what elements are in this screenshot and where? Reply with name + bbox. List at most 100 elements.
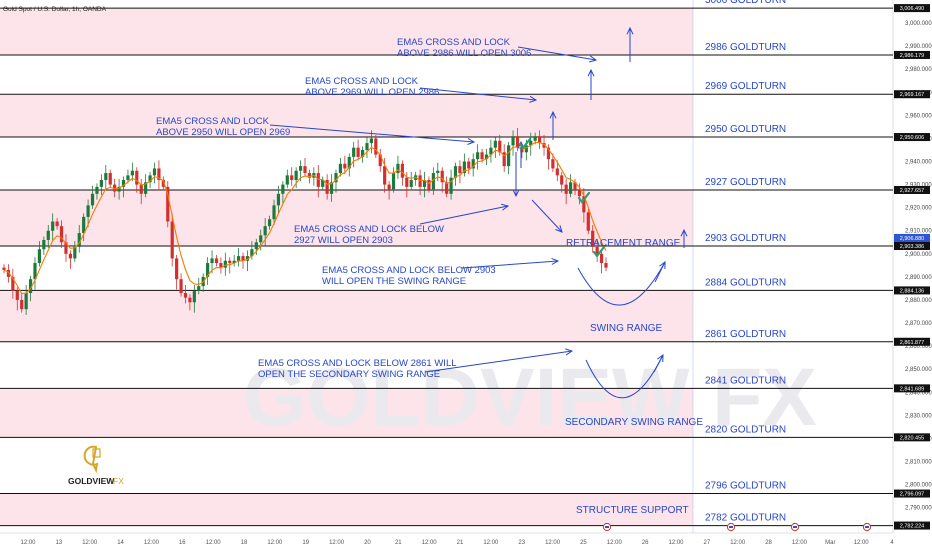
candle-body [254, 242, 258, 250]
price-tick: 2,800.000 [905, 483, 932, 489]
candle-body [219, 263, 223, 268]
level-label: 2884 GOLDTURN [705, 277, 786, 288]
candle-body [130, 170, 134, 176]
candle-body [396, 163, 400, 174]
projection-arrow-head [549, 110, 557, 119]
candle-body [294, 170, 298, 180]
annotation-arrow-head [565, 348, 574, 356]
level-label: 2841 GOLDTURN [705, 375, 786, 386]
logo-suffix: FX [113, 476, 124, 486]
candle-body [471, 159, 475, 169]
time-tick: 18 [241, 540, 248, 546]
candle-body [232, 260, 236, 264]
candle-body [533, 136, 537, 141]
candle-body [24, 293, 28, 310]
candle-body [440, 170, 444, 183]
candle-body [197, 286, 201, 291]
candle-body [365, 143, 369, 150]
price-tick: 2,880.000 [905, 298, 932, 304]
time-tick: 12:00 [206, 540, 222, 546]
candle-body [458, 166, 462, 174]
price-tick: 2,850.000 [905, 367, 932, 373]
price-tag-text: 2,969.167 [900, 92, 924, 98]
candle-body [179, 279, 183, 294]
time-tick: 12:00 [792, 540, 808, 546]
price-tick: 2,980.000 [905, 67, 932, 73]
candle-body [55, 221, 59, 227]
price-tag-text: 2,884.136 [900, 288, 924, 294]
price-tick: 2,960.000 [905, 113, 932, 119]
mini-arrow-head [512, 189, 520, 198]
candle-body [595, 246, 599, 254]
candle-body [290, 175, 294, 180]
time-tick: 12:00 [329, 540, 345, 546]
time-tick: 23 [518, 540, 525, 546]
price-tag-text: 2,950.606 [900, 135, 924, 141]
candle-body [591, 230, 595, 247]
candle-body [321, 179, 325, 187]
candle-body [192, 290, 196, 303]
annotation-line1: EMA5 CROSS AND LOCK BELOW 2861 WILL [258, 358, 457, 369]
mini-arrow [531, 199, 563, 233]
swing-range-curve [577, 261, 666, 306]
event-flag-icon-fill [729, 526, 733, 528]
candle-body [405, 177, 409, 187]
time-tick: 21 [395, 540, 402, 546]
candle-body [445, 182, 449, 194]
candle-body [524, 145, 528, 153]
price-tag-bg [894, 50, 930, 59]
candle-body [223, 260, 227, 268]
zone [0, 8, 693, 55]
candle-body [409, 179, 413, 187]
candle-body [334, 173, 338, 183]
price-tick: 2,810.000 [905, 459, 932, 465]
candle-body [148, 175, 152, 183]
annotation-line1: EMA5 CROSS AND LOCK [397, 37, 511, 48]
price-tag-text: 3,006.490 [900, 6, 924, 12]
candle-body [387, 184, 391, 190]
level-label: 2927 GOLDTURN [705, 177, 786, 188]
candle-body [117, 186, 121, 192]
swing-range-label: SWING RANGE [590, 323, 663, 334]
candle-body [573, 182, 577, 190]
annotation-line2: ABOVE 2950 WILL OPEN 2969 [156, 127, 290, 138]
check-icon [577, 191, 591, 204]
annotation-line2: ABOVE 2986 WILL OPEN 3006 [397, 48, 531, 59]
time-tick: 19 [302, 540, 309, 546]
price-tag-text: 2,906.880 [900, 236, 924, 242]
time-tick: 13 [56, 540, 63, 546]
candle-body [11, 276, 15, 291]
candle-body [175, 258, 179, 280]
event-flag-icon-fill [793, 526, 797, 528]
candle-body [37, 249, 42, 264]
candle-body [484, 154, 489, 160]
retracement-range-label: RETRACEMENT RANGE [566, 238, 681, 249]
candle-body [520, 147, 524, 153]
event-flag-icon-fill [865, 526, 869, 528]
logo-brand: GOLDVIEW [68, 476, 115, 486]
time-tick: 26 [642, 540, 649, 546]
watermark: GOLDVIEW FX [243, 352, 817, 443]
ema5-line [3, 141, 607, 295]
price-tick: 3,000.000 [905, 21, 932, 27]
candle-body [303, 166, 307, 174]
time-tick: Mar [825, 540, 835, 546]
candle-body [152, 168, 157, 176]
time-tick: 25 [580, 540, 587, 546]
goldview-logo: GOLDVIEW FX [68, 445, 124, 486]
time-ticks: 12:00 13 12:00 14 12:00 16 12:00 18 12:00 19 12:00… [20, 540, 894, 546]
level-label: 2950 GOLDTURN [705, 124, 786, 135]
candle-body [73, 246, 77, 259]
candle-body [139, 184, 143, 194]
candle-body [599, 253, 604, 264]
candle-body [82, 216, 86, 234]
structure-support-label: STRUCTURE SUPPORT [576, 505, 689, 516]
annotation-arrow-head [467, 138, 476, 145]
candle-body [604, 263, 608, 268]
candle-body [241, 256, 245, 261]
price-tick: 2,830.000 [905, 413, 932, 419]
zone [0, 290, 693, 342]
